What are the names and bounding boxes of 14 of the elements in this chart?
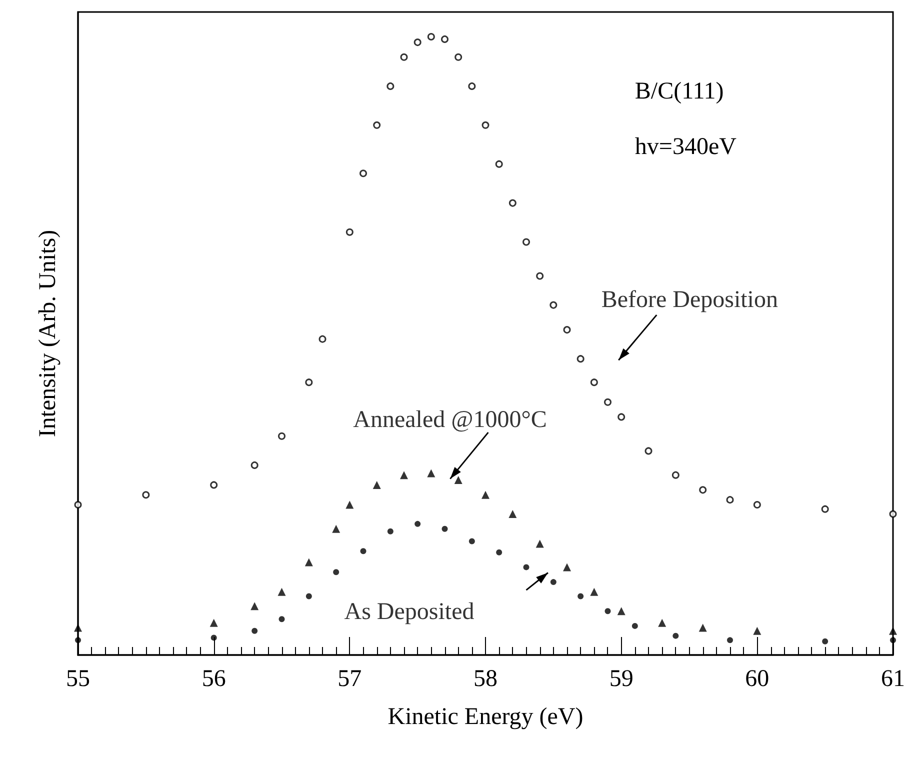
- annotation: B/C(111): [634, 78, 724, 105]
- x-tick-label: 58: [474, 666, 498, 692]
- x-tick-label: 59: [609, 666, 634, 692]
- x-tick-label: 60: [745, 666, 770, 692]
- series-label: Before Deposition: [601, 286, 778, 313]
- x-tick-label: 56: [202, 666, 226, 692]
- x-tick-label: 55: [66, 666, 90, 692]
- x-tick-label: 57: [338, 666, 362, 692]
- x-axis-title: Kinetic Energy (eV): [388, 704, 584, 730]
- annotation: hv=340eV: [634, 134, 738, 160]
- x-tick-label: 61: [881, 666, 905, 692]
- text: Annealed @1000°C: [353, 407, 547, 434]
- y-axis-title: Intensity (Arb. Units): [35, 230, 61, 438]
- series-label: As Deposited: [344, 599, 474, 626]
